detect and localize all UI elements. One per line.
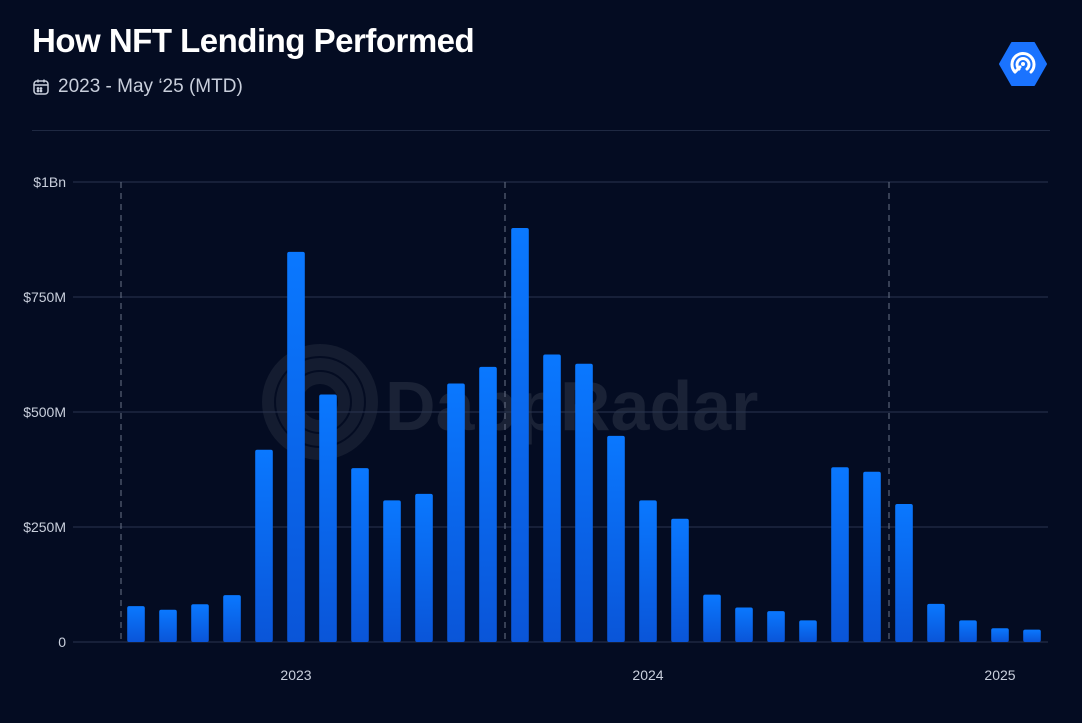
bar [575,363,593,642]
page-title: How NFT Lending Performed [32,22,475,59]
watermark-text: DappRadar [385,367,758,445]
bar [991,628,1009,642]
x-tick-label: 2024 [632,667,663,683]
x-tick-label: 2023 [280,667,311,683]
y-tick-label: $750M [23,289,66,305]
bar [799,620,817,642]
bars [127,228,1041,643]
x-tick-label: 2025 [984,667,1015,683]
y-tick-label: $250M [23,519,66,535]
bar [223,595,241,642]
bar [607,435,625,642]
bar [415,493,433,642]
bar [511,228,529,642]
bar [447,383,465,642]
bar [831,467,849,642]
bar [319,394,337,642]
bar [927,603,945,642]
bar [191,604,209,642]
x-axis: 2023 2024 2025 [280,667,1015,683]
y-tick-label: $500M [23,404,66,420]
date-range-label: 2023 - May ‘25 (MTD) [58,76,243,97]
bar [959,620,977,642]
calendar-icon [32,78,50,96]
dappradar-logo-icon[interactable] [998,40,1048,88]
bar [543,354,561,642]
bar [767,611,785,642]
bar [863,471,881,642]
bar [639,500,657,642]
date-range: 2023 - May ‘25 (MTD) [32,76,243,98]
bar [703,594,721,642]
y-axis: 0 $250M $500M $750M $1Bn [23,174,66,650]
bar [287,251,305,643]
bar [159,609,177,642]
bar [671,518,689,642]
bar [351,468,369,642]
bar [479,366,497,642]
bar [255,449,273,642]
bar [383,500,401,642]
y-tick-label: $1Bn [33,174,66,190]
bar [735,607,753,642]
y-tick-label: 0 [58,634,66,650]
bar [127,606,145,642]
bar [1023,629,1041,642]
header-divider [32,130,1050,131]
bar [895,504,913,642]
